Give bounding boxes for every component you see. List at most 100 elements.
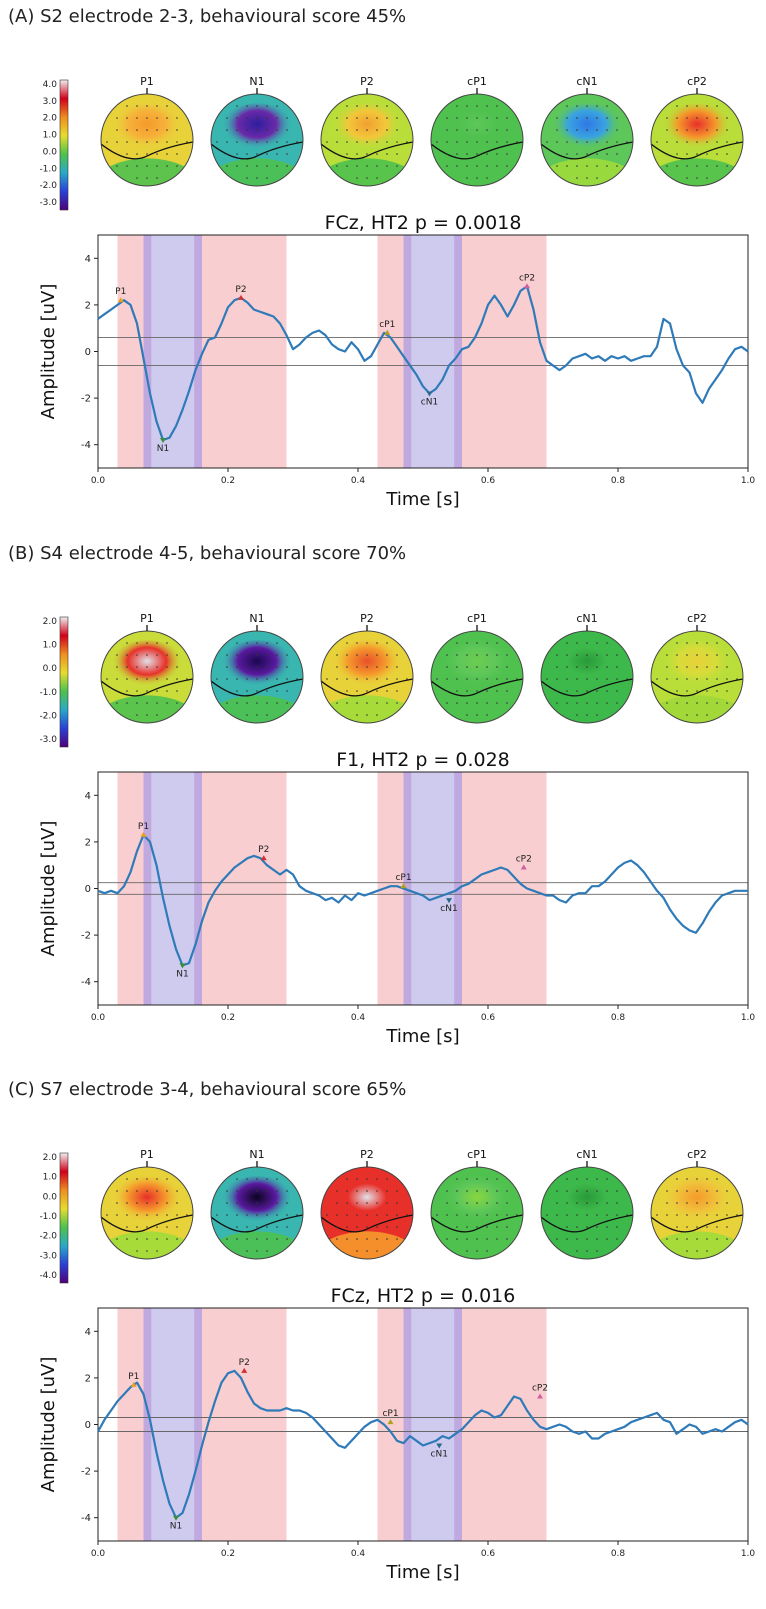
electrode-dot [686, 1202, 688, 1204]
electrode-dot [696, 117, 698, 119]
electrode-dot [476, 129, 478, 131]
electrode-dot [706, 1226, 708, 1228]
electrode-dot [356, 141, 358, 143]
electrode-dot [476, 1202, 478, 1204]
electrode-dot [696, 1226, 698, 1228]
electrode-dot [596, 702, 598, 704]
electrode-dot [686, 1190, 688, 1192]
window-overlap [454, 235, 462, 468]
electrode-dot [446, 165, 448, 167]
electrode-dot [466, 714, 468, 716]
topomap-lower-region [431, 158, 523, 186]
electrode-dot [486, 177, 488, 179]
electrode-dot [366, 1238, 368, 1240]
electrode-dot [276, 666, 278, 668]
electrode-dot [266, 153, 268, 155]
topomap-lower-region [651, 1231, 743, 1259]
electrode-dot [276, 1190, 278, 1192]
electrode-dot [596, 1178, 598, 1180]
electrode-dot [666, 165, 668, 167]
peak-marker-p2 [260, 855, 267, 861]
topomap-cn1: cN1 [540, 1148, 634, 1260]
electrode-dot [466, 1214, 468, 1216]
topomap-label: cP2 [687, 75, 707, 88]
electrode-dot [336, 666, 338, 668]
electrode-dot [656, 141, 658, 143]
electrode-dot [176, 1226, 178, 1228]
electrode-dot [566, 105, 568, 107]
electrode-dot [596, 129, 598, 131]
electrode-dot [456, 702, 458, 704]
electrode-dot [706, 666, 708, 668]
electrode-dot [286, 1190, 288, 1192]
electrode-dot [496, 1238, 498, 1240]
electrode-dot [336, 702, 338, 704]
electrode-dot [476, 654, 478, 656]
electrode-dot [716, 690, 718, 692]
electrode-dot [256, 153, 258, 155]
electrode-dot [376, 702, 378, 704]
electrode-dot [266, 702, 268, 704]
electrode-dot [466, 1226, 468, 1228]
electrode-dot [126, 105, 128, 107]
electrode-dot [256, 714, 258, 716]
y-axis-label: Amplitude [uV] [38, 821, 59, 957]
electrode-dot [176, 117, 178, 119]
electrode-dot [256, 129, 258, 131]
electrode-dot [276, 1178, 278, 1180]
electrode-dot [156, 642, 158, 644]
electrode-dot [256, 177, 258, 179]
peak-label-n1: N1 [176, 969, 188, 979]
electrode-dot [626, 141, 628, 143]
electrode-dot [356, 1178, 358, 1180]
topomap-blob [107, 640, 187, 696]
signal-line [97, 285, 749, 442]
electrode-dot [146, 678, 148, 680]
topomap-blob [547, 640, 627, 696]
electrode-dot [706, 654, 708, 656]
electrode-dot [506, 129, 508, 131]
electrode-dot [486, 165, 488, 167]
topomap-label: P1 [140, 1148, 154, 1161]
electrode-dot [236, 690, 238, 692]
electrode-dot [176, 654, 178, 656]
electrode-dot [686, 129, 688, 131]
electrode-dot [666, 666, 668, 668]
electrode-dot [256, 165, 258, 167]
colorbar-tick-label: -1.0 [39, 164, 57, 174]
electrode-dot [396, 654, 398, 656]
electrode-dot [616, 165, 618, 167]
electrode-dot [126, 678, 128, 680]
electrode-dot [246, 1178, 248, 1180]
electrode-dot [726, 1238, 728, 1240]
electrode-dot [506, 117, 508, 119]
electrode-dot [446, 153, 448, 155]
electrode-dot [266, 1214, 268, 1216]
electrode-dot [716, 702, 718, 704]
electrode-dot [596, 642, 598, 644]
electrode-dot [466, 642, 468, 644]
electrode-dot [356, 714, 358, 716]
electrode-dot [486, 690, 488, 692]
electrode-dot [476, 1226, 478, 1228]
electrode-dot [136, 642, 138, 644]
peak-label-cp1: cP1 [379, 320, 395, 330]
electrode-dot [616, 1214, 618, 1216]
electrode-dot [236, 129, 238, 131]
electrode-dot [126, 1202, 128, 1204]
window-overlap [194, 1308, 202, 1541]
electrode-dot [446, 1190, 448, 1192]
electrode-dot [716, 105, 718, 107]
electrode-dot [256, 1178, 258, 1180]
electrode-dot [126, 702, 128, 704]
electrode-dot [576, 714, 578, 716]
electrode-dot [466, 1190, 468, 1192]
peak-marker-cn1 [446, 898, 452, 904]
y-tick-label: 4 [85, 791, 91, 802]
electrode-dot [136, 666, 138, 668]
electrode-dot [256, 1226, 258, 1228]
electrode-dot [126, 642, 128, 644]
electrode-dot [706, 117, 708, 119]
electrode-dot [346, 1214, 348, 1216]
electrode-dot [146, 1190, 148, 1192]
